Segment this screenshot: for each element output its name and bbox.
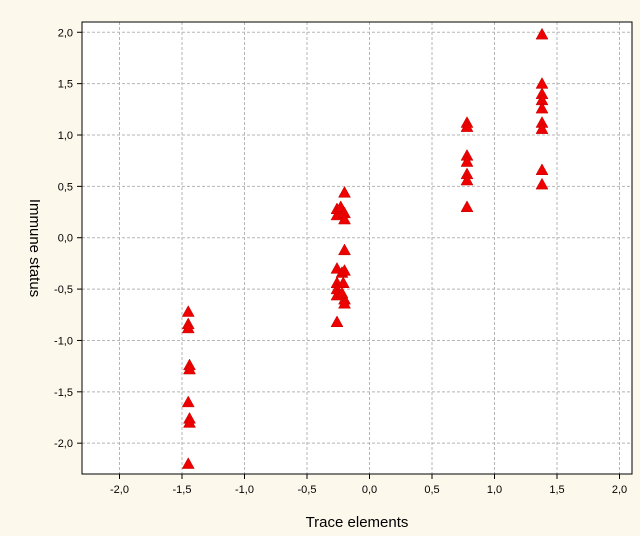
plot-frame	[81, 21, 633, 475]
data-point-triangle	[535, 27, 549, 40]
gridlines	[82, 22, 632, 474]
plot-area	[82, 22, 632, 474]
data-point-triangle	[460, 120, 474, 132]
data-point-triangle	[336, 276, 350, 288]
data-point-triangle	[535, 122, 549, 134]
data-point-triangle	[535, 177, 549, 190]
x-tick-label: -1,0	[235, 484, 254, 496]
data-points	[181, 27, 549, 469]
data-point-triangle	[535, 163, 549, 175]
x-tick-label: 2,0	[612, 484, 627, 496]
x-tick-label: 1,5	[549, 484, 564, 496]
tick-labels: -2,0 -1,5 -1,0 -0,5 0,0 0,5 1,0 1,5 2,0 -2,0 -1,5 -…	[54, 27, 627, 496]
y-tick-label: 2,0	[58, 27, 73, 39]
axis-ticks	[77, 31, 620, 479]
y-tick-label: -1,5	[54, 387, 73, 399]
x-tick-label: -0,5	[298, 484, 317, 496]
x-tick-label: -1,5	[173, 484, 192, 496]
data-point-triangle	[330, 315, 344, 328]
data-point-triangle	[338, 186, 351, 198]
y-tick-label: 1,5	[58, 79, 73, 91]
data-point-triangle	[183, 416, 196, 428]
data-point-triangle	[181, 395, 195, 408]
data-point-triangle	[183, 362, 196, 375]
data-point-triangle	[460, 173, 474, 186]
y-tick-label: -0,5	[54, 284, 73, 296]
y-tick-label: 1,0	[58, 130, 73, 142]
x-tick-label: 1,0	[487, 484, 502, 496]
data-point-triangle	[535, 101, 549, 114]
data-point-triangle	[338, 296, 351, 309]
y-tick-label: -1,0	[54, 335, 73, 347]
x-tick-label: -2,0	[110, 484, 129, 496]
y-tick-label: -2,0	[54, 438, 73, 450]
data-point-triangle	[338, 212, 351, 225]
x-tick-label: 0,0	[362, 484, 377, 496]
data-point-triangle	[460, 200, 474, 212]
data-point-triangle	[338, 264, 351, 276]
data-point-triangle	[460, 155, 474, 167]
x-tick-label: 0,5	[424, 484, 439, 496]
x-axis-label: Trace elements	[306, 514, 409, 531]
data-point-triangle	[338, 243, 351, 256]
data-point-triangle	[181, 305, 195, 317]
data-point-triangle	[181, 457, 195, 469]
y-axis-label: Immune status	[26, 199, 43, 297]
y-tick-label: 0,5	[58, 181, 73, 193]
data-point-triangle	[181, 321, 195, 334]
y-tick-label: 0,0	[58, 233, 73, 245]
